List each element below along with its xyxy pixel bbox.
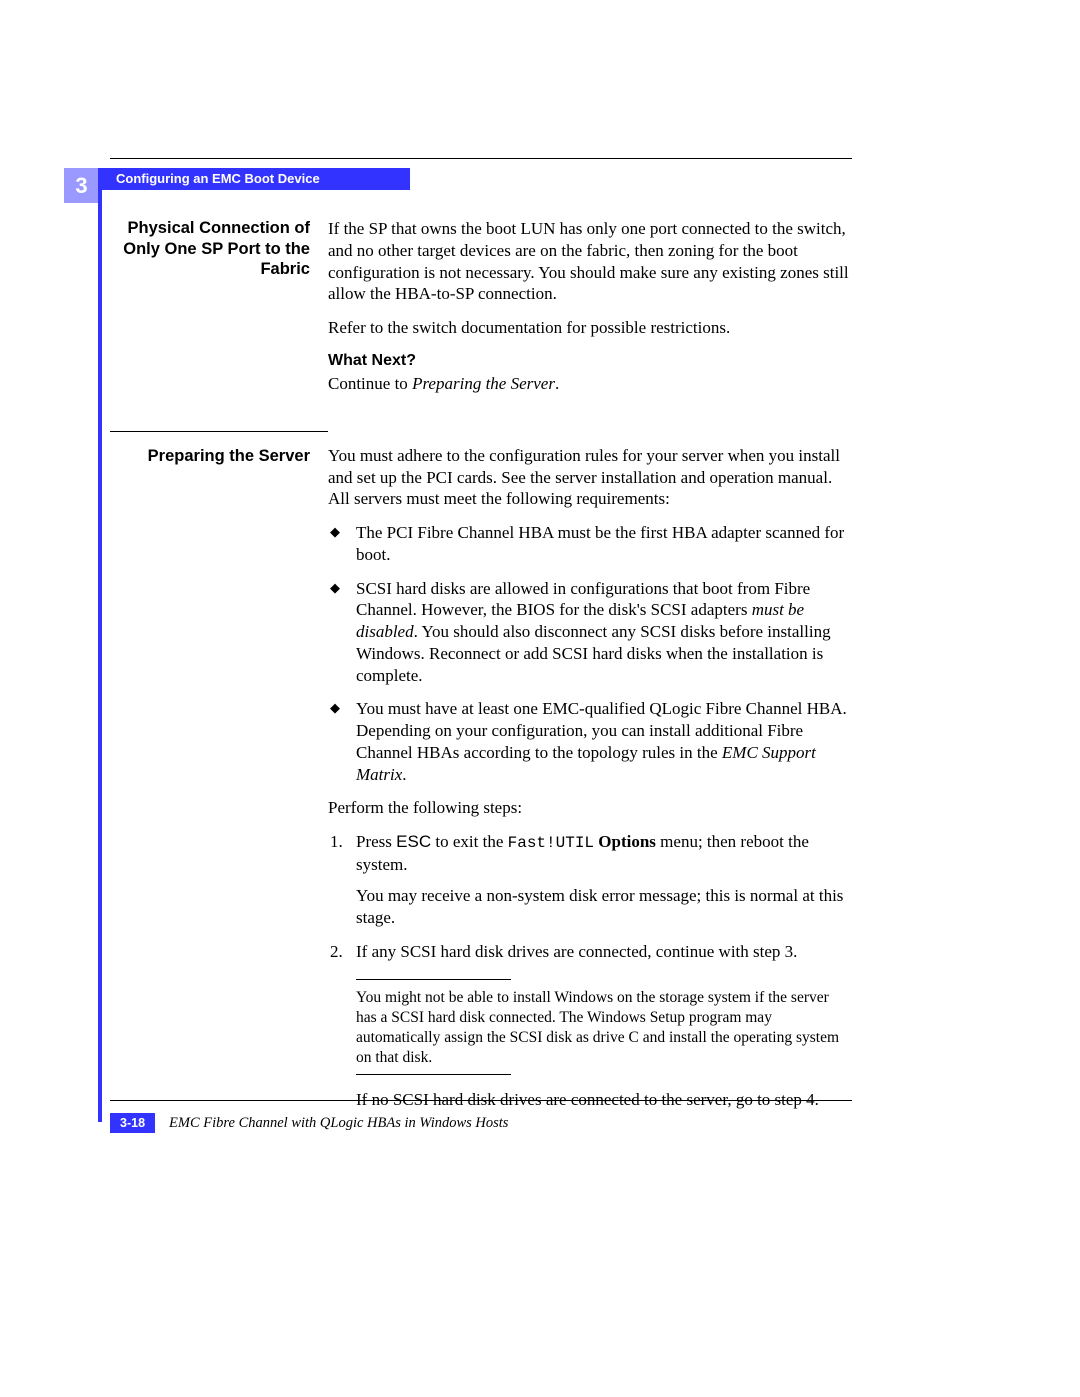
note-rule <box>356 979 511 980</box>
list-item: You must have at least one EMC-qualified… <box>328 698 852 785</box>
text: Continue to <box>328 374 412 393</box>
text-italic: Preparing the Server <box>412 374 555 393</box>
requirements-list: The PCI Fibre Channel HBA must be the fi… <box>328 522 852 785</box>
list-item: The PCI Fibre Channel HBA must be the fi… <box>328 522 852 566</box>
paragraph: If the SP that owns the boot LUN has onl… <box>328 218 852 305</box>
paragraph: Refer to the switch documentation for po… <box>328 317 852 339</box>
text: If any SCSI hard disk drives are connect… <box>356 942 797 961</box>
section-heading-col: Preparing the Server <box>110 411 328 467</box>
key-esc: ESC <box>396 832 431 851</box>
text: . You should also disconnect any SCSI di… <box>356 622 831 685</box>
what-next-heading: What Next? <box>328 351 852 371</box>
step-item: Press ESC to exit the Fast!UTIL Options … <box>328 831 852 929</box>
section-physical-connection: Physical Connection of Only One SP Port … <box>110 218 852 407</box>
note-text: You might not be able to install Windows… <box>356 988 852 1069</box>
text: Press <box>356 832 396 851</box>
text: . <box>555 374 559 393</box>
chapter-title-bar: Configuring an EMC Boot Device <box>100 168 410 190</box>
list-item: SCSI hard disks are allowed in configura… <box>328 578 852 687</box>
text-bold: Options <box>598 832 656 851</box>
page-number: 3-18 <box>110 1113 155 1133</box>
note-rule <box>356 1074 511 1075</box>
side-stripe <box>98 168 102 1122</box>
paragraph: Perform the following steps: <box>328 797 852 819</box>
section-rule <box>110 431 328 432</box>
steps-list: Press ESC to exit the Fast!UTIL Options … <box>328 831 852 1111</box>
page-content: Physical Connection of Only One SP Port … <box>110 218 852 1127</box>
top-rule <box>110 158 852 159</box>
page-footer: 3-18 EMC Fibre Channel with QLogic HBAs … <box>110 1100 852 1133</box>
text: SCSI hard disks are allowed in configura… <box>356 579 810 620</box>
section-heading: Physical Connection of Only One SP Port … <box>110 218 328 280</box>
chapter-number-tab: 3 <box>64 168 99 203</box>
section-body: If the SP that owns the boot LUN has onl… <box>328 218 852 407</box>
footer-doc-title: EMC Fibre Channel with QLogic HBAs in Wi… <box>169 1115 508 1132</box>
section-heading: Preparing the Server <box>110 446 310 467</box>
step-sub-paragraph: You may receive a non-system disk error … <box>356 885 852 929</box>
step-item: If any SCSI hard disk drives are connect… <box>328 941 852 1111</box>
section-preparing-server: Preparing the Server You must adhere to … <box>110 411 852 1123</box>
text: to exit the <box>431 832 507 851</box>
text: . <box>402 765 406 784</box>
paragraph: You must adhere to the configuration rul… <box>328 445 852 510</box>
code-text: Fast!UTIL <box>508 834 594 852</box>
footer-row: 3-18 EMC Fibre Channel with QLogic HBAs … <box>110 1113 852 1133</box>
section-body: You must adhere to the configuration rul… <box>328 411 852 1123</box>
what-next-text: Continue to Preparing the Server. <box>328 373 852 395</box>
